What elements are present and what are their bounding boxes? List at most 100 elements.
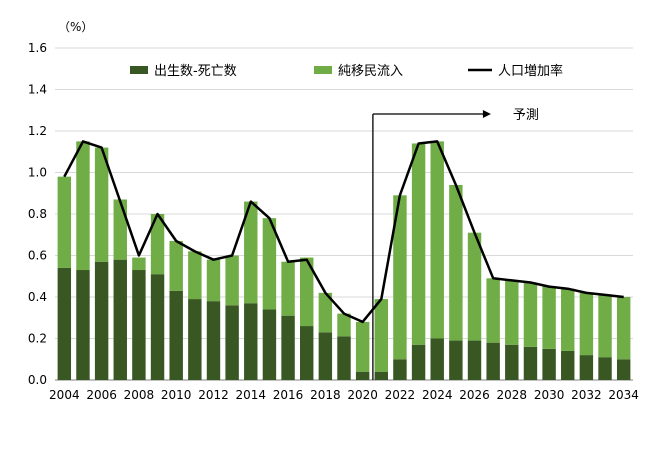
bars [57, 141, 631, 380]
bar-net-migration [206, 259, 221, 302]
bar-net-migration [188, 251, 202, 300]
y-tick-label: 0.8 [28, 207, 47, 221]
bar-natural-increase [467, 340, 482, 380]
legend-swatch [130, 66, 148, 74]
bar-net-migration [244, 201, 258, 304]
bar-net-migration [505, 280, 519, 345]
bar-natural-increase [225, 305, 239, 380]
bar-net-migration [411, 143, 426, 345]
bar-net-migration [598, 294, 612, 358]
x-tick-label: 2022 [385, 388, 416, 402]
y-tick-label: 0.4 [28, 290, 47, 304]
bar-natural-increase [598, 357, 612, 380]
bar-net-migration [262, 218, 277, 310]
bar-natural-increase [486, 342, 500, 380]
bar-natural-increase [57, 267, 72, 380]
legend-swatch [314, 66, 332, 74]
bar-natural-increase [206, 301, 221, 380]
bar-natural-increase [150, 274, 165, 380]
bar-net-migration [76, 141, 90, 271]
bar-natural-increase [374, 371, 389, 380]
bar-net-migration [318, 292, 333, 333]
bar-net-migration [467, 232, 482, 341]
x-tick-label: 2010 [161, 388, 192, 402]
y-tick-label: 0.0 [28, 373, 47, 387]
forecast-label: 予測 [513, 108, 539, 123]
x-tick-label: 2004 [49, 388, 80, 402]
bar-natural-increase [132, 270, 146, 380]
x-axis-ticks: 2004 2006 2008 2010 2012 2014 2016 2018 2020 2022… [49, 388, 639, 402]
y-tick-label: 1.6 [28, 41, 47, 55]
bar-net-migration [523, 282, 538, 347]
bar-natural-increase [169, 290, 183, 380]
bar-net-migration [542, 286, 556, 349]
x-tick-label: 2028 [497, 388, 528, 402]
bar-net-migration [57, 176, 72, 268]
bar-natural-increase [430, 338, 444, 380]
bar-net-migration [449, 184, 463, 341]
bar-net-migration [355, 321, 370, 372]
x-tick-label: 2016 [273, 388, 304, 402]
bar-net-migration [150, 214, 165, 275]
x-tick-label: 2032 [571, 388, 602, 402]
x-tick-label: 2034 [608, 388, 639, 402]
bar-natural-increase [262, 309, 277, 380]
growth-rate-line [63, 140, 624, 324]
bar-net-migration [561, 288, 575, 351]
y-tick-label: 0.2 [28, 332, 47, 346]
bar-natural-increase [318, 332, 333, 380]
y-tick-label: 1.0 [28, 166, 47, 180]
bar-net-migration [132, 257, 146, 271]
bar-natural-increase [505, 344, 519, 380]
bar-natural-increase [299, 326, 314, 380]
bar-net-migration [94, 147, 109, 262]
bar-net-migration [486, 278, 500, 343]
line-growth-rate [63, 140, 624, 324]
bar-natural-increase [561, 350, 575, 380]
bar-natural-increase [244, 303, 258, 380]
bar-natural-increase [76, 270, 90, 380]
y-tick-label: 1.2 [28, 124, 47, 138]
bar-net-migration [169, 240, 183, 291]
bar-net-migration [393, 195, 407, 360]
x-tick-label: 2030 [534, 388, 565, 402]
forecast-annotation: 予測 [372, 108, 539, 380]
x-tick-label: 2014 [236, 388, 267, 402]
x-tick-label: 2024 [422, 388, 453, 402]
legend-label: 出生数-死亡数 [154, 64, 237, 79]
x-tick-label: 2012 [198, 388, 229, 402]
bar-net-migration [225, 255, 239, 306]
y-tick-label: 0.6 [28, 249, 47, 263]
bar-natural-increase [579, 355, 594, 380]
bar-net-migration [299, 257, 314, 327]
bar-natural-increase [355, 371, 370, 380]
arrow-head-icon [482, 110, 491, 118]
bar-natural-increase [113, 259, 127, 380]
bar-natural-increase [616, 359, 631, 380]
bar-natural-increase [393, 359, 407, 380]
x-tick-label: 2006 [86, 388, 117, 402]
y-axis-ticks: 0.0 0.2 0.4 0.6 0.8 1.0 1.2 1.4 1.6 [28, 41, 47, 387]
bar-natural-increase [188, 299, 202, 380]
bar-net-migration [374, 299, 389, 372]
legend: 出生数-死亡数 純移民流入 人口増加率 [130, 63, 563, 79]
bar-natural-increase [523, 346, 538, 380]
bar-net-migration [281, 261, 295, 316]
legend-label: 人口増加率 [498, 63, 563, 79]
bar-natural-increase [337, 336, 351, 380]
x-tick-label: 2018 [310, 388, 341, 402]
bar-net-migration [337, 313, 351, 337]
bar-net-migration [113, 199, 127, 260]
y-tick-label: 1.4 [28, 83, 47, 97]
bar-natural-increase [94, 261, 109, 380]
y-axis-unit: （%） [58, 20, 93, 34]
bar-natural-increase [411, 344, 426, 380]
bar-natural-increase [542, 348, 556, 380]
x-tick-label: 2020 [347, 388, 378, 402]
bar-natural-increase [281, 315, 295, 380]
bar-net-migration [430, 141, 444, 339]
legend-label: 純移民流入 [338, 64, 403, 79]
x-tick-label: 2008 [124, 388, 155, 402]
bar-net-migration [579, 292, 594, 356]
